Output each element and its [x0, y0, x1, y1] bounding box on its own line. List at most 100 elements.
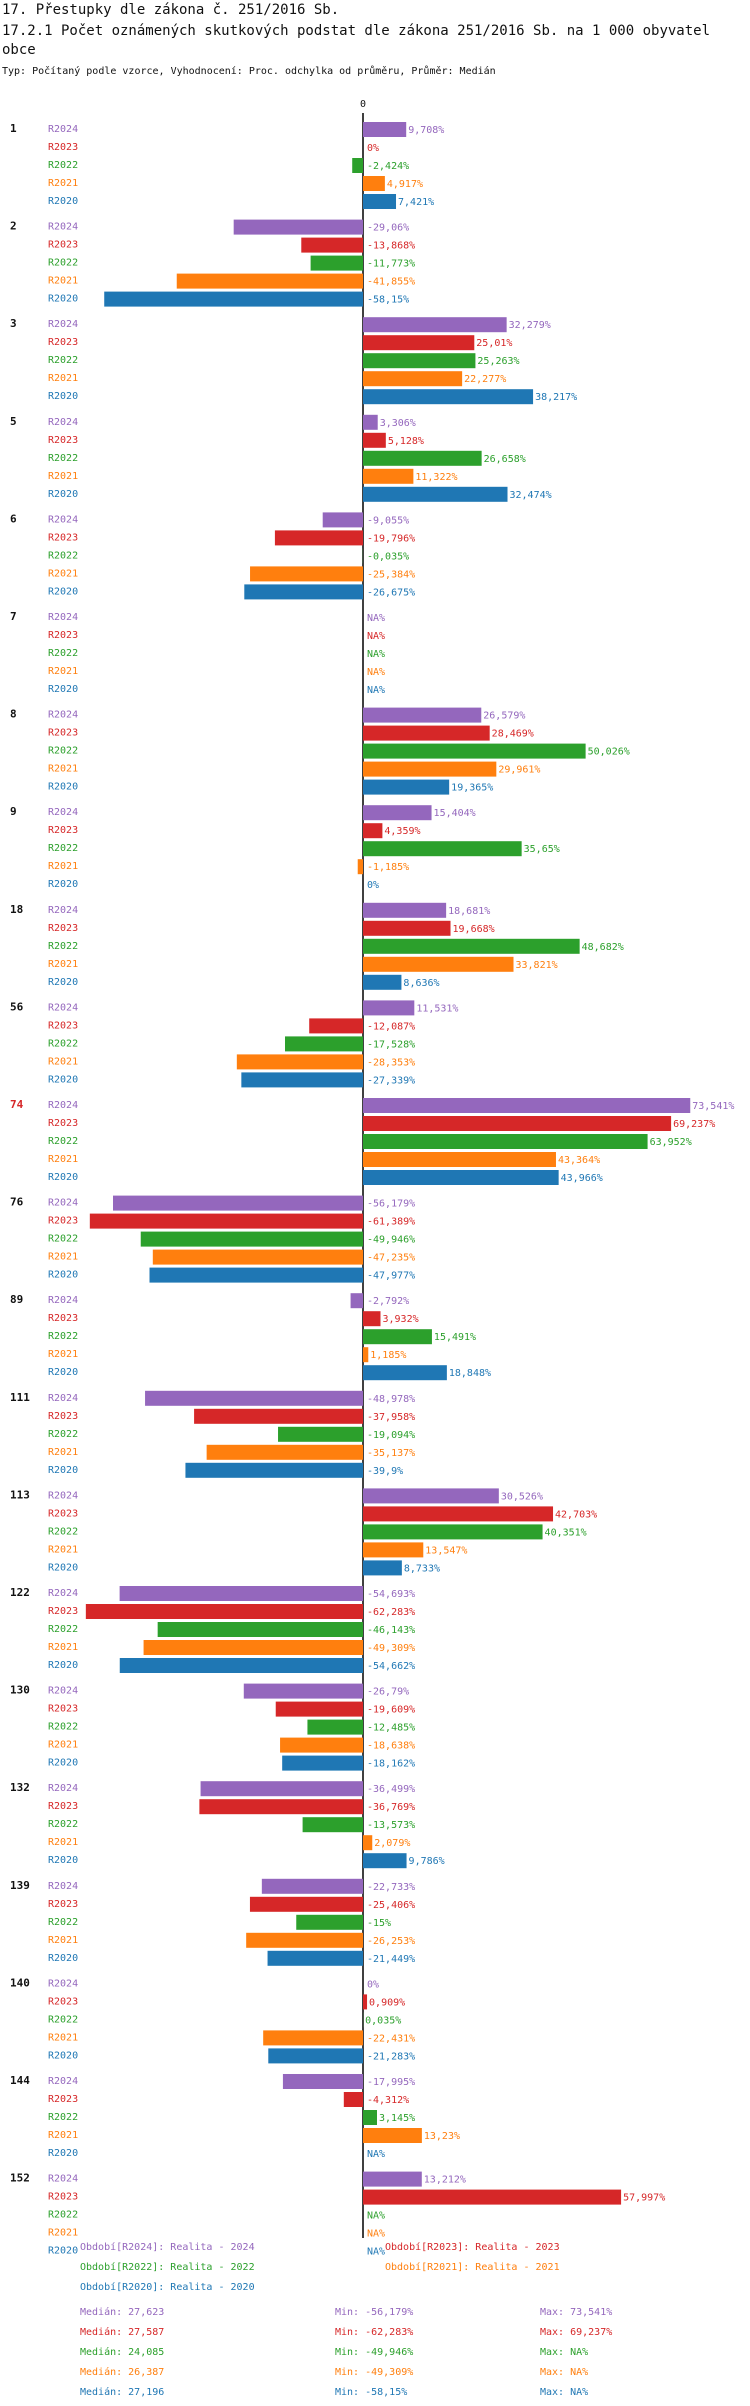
value-label-1-r2023: 0%	[367, 143, 379, 154]
series-label-r2021: R2021	[48, 568, 78, 579]
bar-6-r2021	[250, 566, 363, 582]
bar-6-r2020	[244, 584, 363, 600]
value-label-9-r2024: 15,404%	[434, 808, 476, 819]
value-label-130-r2023: -19,609%	[367, 1705, 415, 1716]
series-label-r2021: R2021	[48, 373, 78, 384]
series-label-r2021: R2021	[48, 1935, 78, 1946]
value-label-144-r2023: -4,312%	[367, 2095, 409, 2106]
value-label-76-r2024: -56,179%	[367, 1199, 415, 1210]
value-label-6-r2023: -19,796%	[367, 533, 415, 544]
value-label-2-r2021: -41,855%	[367, 277, 415, 288]
series-label-r2021: R2021	[48, 2130, 78, 2141]
bar-76-r2020	[149, 1267, 363, 1283]
series-label-r2024: R2024	[48, 417, 78, 428]
value-label-18-r2022: 48,682%	[582, 942, 624, 953]
group-label-18: 18	[10, 903, 23, 916]
value-label-152-r2022: NA%	[367, 2211, 385, 2222]
bar-140-r2021	[263, 2030, 363, 2046]
group-label-111: 111	[10, 1391, 30, 1404]
series-label-r2022: R2022	[48, 1526, 78, 1537]
chart-subtitle: 17.2.1 Počet oznámených skutkových podst…	[2, 23, 711, 58]
value-label-132-r2020: 9,786%	[409, 1856, 445, 1867]
bar-3-r2023	[363, 335, 475, 351]
value-label-9-r2020: 0%	[367, 880, 379, 891]
value-label-113-r2022: 40,351%	[545, 1527, 587, 1538]
stat-min-r2022: Min: -49,946%	[335, 2347, 414, 2358]
value-label-89-r2021: 1,185%	[370, 1350, 406, 1361]
value-label-7-r2021: NA%	[367, 667, 385, 678]
bar-113-r2020	[363, 1560, 402, 1576]
bar-56-r2024	[363, 1000, 415, 1016]
series-label-r2024: R2024	[48, 1100, 78, 1111]
series-label-r2023: R2023	[48, 1020, 78, 1031]
value-label-140-r2021: -22,431%	[367, 2033, 415, 2044]
group-label-1: 1	[10, 122, 17, 135]
bar-chart: 0 1 R2024 9,708% R2023 0% R2022 -2,424% R2021 4,9…	[10, 99, 734, 2258]
group-label-140: 140	[10, 1976, 30, 1989]
value-label-139-r2020: -21,449%	[367, 1954, 415, 1965]
series-label-r2023: R2023	[48, 1118, 78, 1129]
bar-5-r2022	[363, 450, 482, 466]
bar-122-r2024	[119, 1586, 363, 1601]
stat-max-r2022: Max: NA%	[540, 2347, 589, 2358]
value-label-3-r2020: 38,217%	[535, 392, 577, 403]
value-label-6-r2021: -25,384%	[367, 569, 415, 580]
bar-139-r2024	[261, 1878, 363, 1894]
series-label-r2024: R2024	[48, 1002, 78, 1013]
value-label-7-r2024: NA%	[367, 613, 385, 624]
stat-median-r2022: Medián: 24,085	[80, 2347, 165, 2358]
series-label-r2022: R2022	[48, 1819, 78, 1830]
bar-122-r2022	[157, 1622, 363, 1637]
value-label-74-r2021: 43,364%	[558, 1155, 600, 1166]
series-label-r2020: R2020	[48, 1855, 78, 1866]
group-label-8: 8	[10, 708, 17, 721]
series-label-r2024: R2024	[48, 1198, 78, 1209]
value-label-6-r2022: -0,035%	[367, 551, 409, 562]
bar-56-r2021	[236, 1054, 363, 1070]
bar-152-r2024	[363, 2171, 422, 2187]
value-label-3-r2023: 25,01%	[476, 338, 512, 349]
value-label-113-r2021: 13,547%	[425, 1545, 467, 1556]
bar-74-r2020	[363, 1170, 559, 1185]
value-label-144-r2022: 3,145%	[379, 2113, 415, 2124]
bar-139-r2020	[267, 1950, 363, 1966]
value-label-140-r2022: 0,035%	[365, 2015, 401, 2026]
group-label-139: 139	[10, 1879, 30, 1892]
stat-median-r2023: Medián: 27,587	[80, 2327, 165, 2338]
series-label-r2022: R2022	[48, 160, 78, 171]
bar-152-r2023	[363, 2189, 622, 2205]
value-label-122-r2022: -46,143%	[367, 1625, 415, 1636]
value-label-56-r2021: -28,353%	[367, 1057, 415, 1068]
series-label-r2023: R2023	[48, 1508, 78, 1519]
stat-max-r2020: Max: NA%	[540, 2387, 589, 2398]
value-label-122-r2021: -49,309%	[367, 1643, 415, 1654]
bar-113-r2023	[363, 1506, 554, 1522]
bar-132-r2023	[199, 1799, 363, 1815]
series-label-r2024: R2024	[48, 2076, 78, 2087]
group-label-9: 9	[10, 805, 17, 818]
series-label-r2022: R2022	[48, 1624, 78, 1635]
value-label-8-r2020: 19,365%	[451, 783, 493, 794]
bar-1-r2020	[363, 194, 397, 209]
bar-9-r2021	[357, 859, 363, 875]
value-label-3-r2024: 32,279%	[509, 320, 551, 331]
bar-8-r2021	[363, 761, 497, 777]
axis-zero-label: 0	[360, 99, 366, 110]
bar-144-r2022	[363, 2110, 377, 2125]
bar-56-r2023	[309, 1018, 363, 1034]
series-label-r2022: R2022	[48, 843, 78, 854]
value-label-74-r2022: 63,952%	[650, 1137, 692, 1148]
series-label-r2021: R2021	[48, 276, 78, 287]
bar-144-r2021	[363, 2128, 422, 2143]
bar-111-r2023	[194, 1408, 363, 1424]
bar-132-r2022	[302, 1817, 363, 1833]
legend-r2023: Období[R2023]: Realita - 2023	[385, 2242, 560, 2253]
bar-1-r2024	[363, 122, 407, 137]
value-label-139-r2024: -22,733%	[367, 1882, 415, 1893]
group-label-7: 7	[10, 610, 17, 623]
value-label-5-r2024: 3,306%	[380, 418, 416, 429]
value-label-18-r2021: 33,821%	[516, 960, 558, 971]
series-label-r2023: R2023	[48, 728, 78, 739]
series-label-r2022: R2022	[48, 1917, 78, 1928]
bar-139-r2023	[249, 1896, 363, 1912]
